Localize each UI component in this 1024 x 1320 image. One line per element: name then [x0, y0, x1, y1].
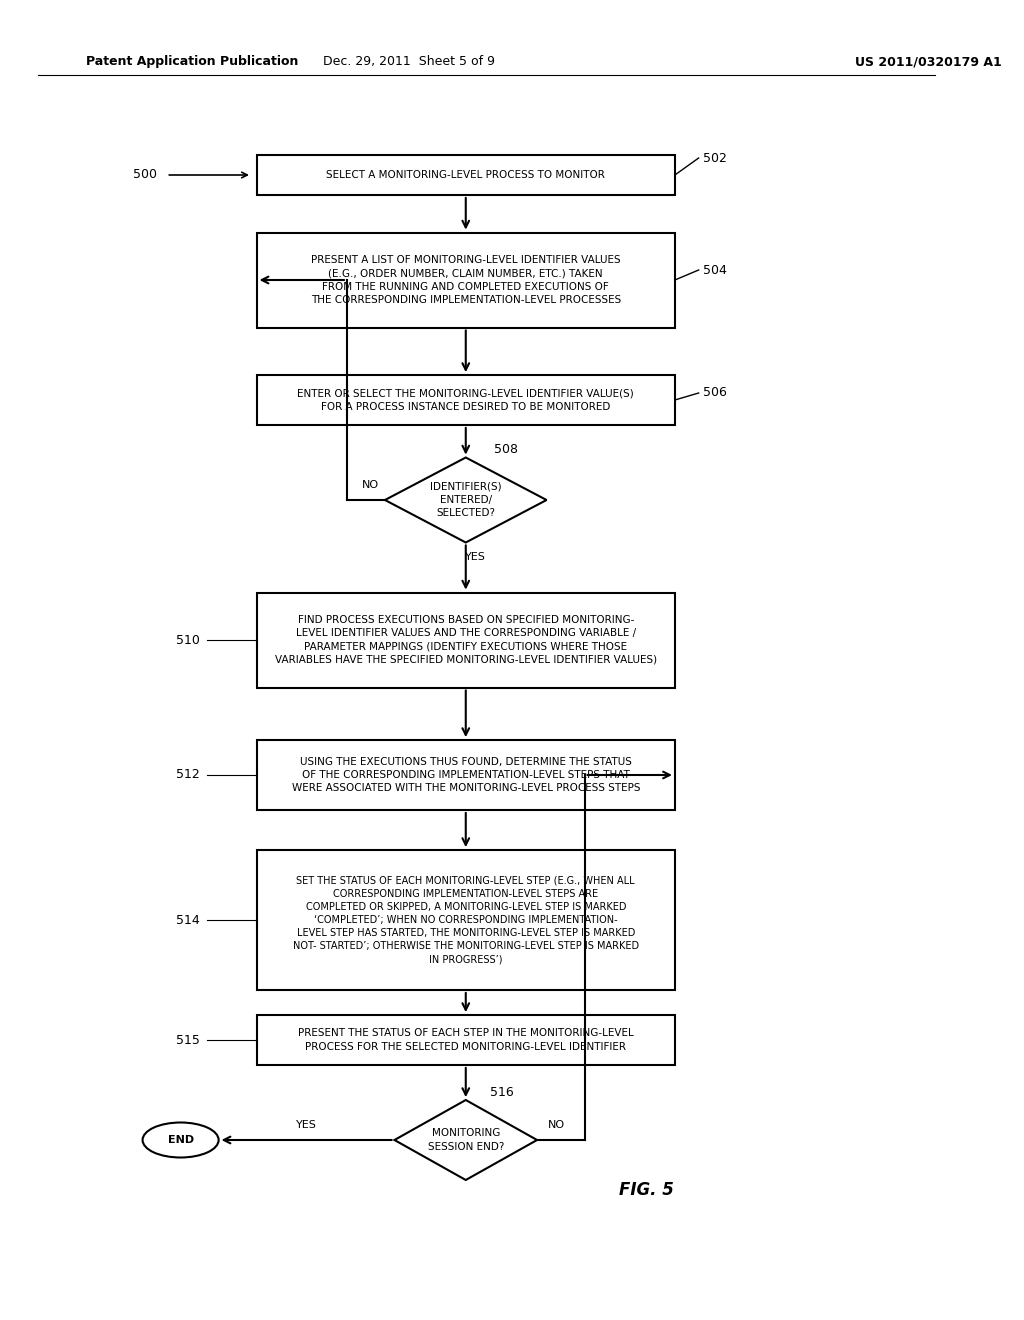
Text: 514: 514	[176, 913, 200, 927]
Text: SELECT A MONITORING-LEVEL PROCESS TO MONITOR: SELECT A MONITORING-LEVEL PROCESS TO MON…	[327, 170, 605, 180]
Text: 510: 510	[176, 634, 200, 647]
Text: NO: NO	[548, 1119, 564, 1130]
Text: 506: 506	[703, 387, 727, 400]
Polygon shape	[394, 1100, 537, 1180]
Ellipse shape	[142, 1122, 218, 1158]
Text: MONITORING
SESSION END?: MONITORING SESSION END?	[428, 1129, 504, 1151]
FancyBboxPatch shape	[257, 1015, 675, 1065]
FancyBboxPatch shape	[257, 850, 675, 990]
FancyBboxPatch shape	[257, 232, 675, 327]
Text: ENTER OR SELECT THE MONITORING-LEVEL IDENTIFIER VALUE(S)
FOR A PROCESS INSTANCE : ENTER OR SELECT THE MONITORING-LEVEL IDE…	[297, 388, 634, 412]
Text: Dec. 29, 2011  Sheet 5 of 9: Dec. 29, 2011 Sheet 5 of 9	[323, 55, 495, 69]
Text: PRESENT A LIST OF MONITORING-LEVEL IDENTIFIER VALUES
(E.G., ORDER NUMBER, CLAIM : PRESENT A LIST OF MONITORING-LEVEL IDENT…	[310, 255, 621, 305]
Text: Patent Application Publication: Patent Application Publication	[86, 55, 298, 69]
Text: 515: 515	[176, 1034, 200, 1047]
Polygon shape	[385, 458, 547, 543]
Text: NO: NO	[362, 480, 379, 490]
Text: 516: 516	[489, 1085, 513, 1098]
Text: USING THE EXECUTIONS THUS FOUND, DETERMINE THE STATUS
OF THE CORRESPONDING IMPLE: USING THE EXECUTIONS THUS FOUND, DETERMI…	[292, 756, 640, 793]
FancyBboxPatch shape	[257, 741, 675, 810]
Text: YES: YES	[465, 553, 485, 562]
Text: PRESENT THE STATUS OF EACH STEP IN THE MONITORING-LEVEL
PROCESS FOR THE SELECTED: PRESENT THE STATUS OF EACH STEP IN THE M…	[298, 1028, 634, 1052]
Text: 512: 512	[176, 768, 200, 781]
Text: FIG. 5: FIG. 5	[618, 1181, 674, 1199]
Text: US 2011/0320179 A1: US 2011/0320179 A1	[855, 55, 1002, 69]
FancyBboxPatch shape	[257, 593, 675, 688]
Text: END: END	[168, 1135, 194, 1144]
Text: 504: 504	[703, 264, 727, 276]
FancyBboxPatch shape	[257, 154, 675, 195]
Text: 502: 502	[703, 152, 727, 165]
Text: SET THE STATUS OF EACH MONITORING-LEVEL STEP (E.G., WHEN ALL
CORRESPONDING IMPLE: SET THE STATUS OF EACH MONITORING-LEVEL …	[293, 875, 639, 965]
Text: FIND PROCESS EXECUTIONS BASED ON SPECIFIED MONITORING-
LEVEL IDENTIFIER VALUES A: FIND PROCESS EXECUTIONS BASED ON SPECIFI…	[274, 615, 656, 665]
Text: 500: 500	[133, 169, 157, 181]
FancyBboxPatch shape	[257, 375, 675, 425]
Text: YES: YES	[296, 1119, 317, 1130]
Text: 508: 508	[495, 444, 518, 455]
Text: IDENTIFIER(S)
ENTERED/
SELECTED?: IDENTIFIER(S) ENTERED/ SELECTED?	[430, 482, 502, 519]
